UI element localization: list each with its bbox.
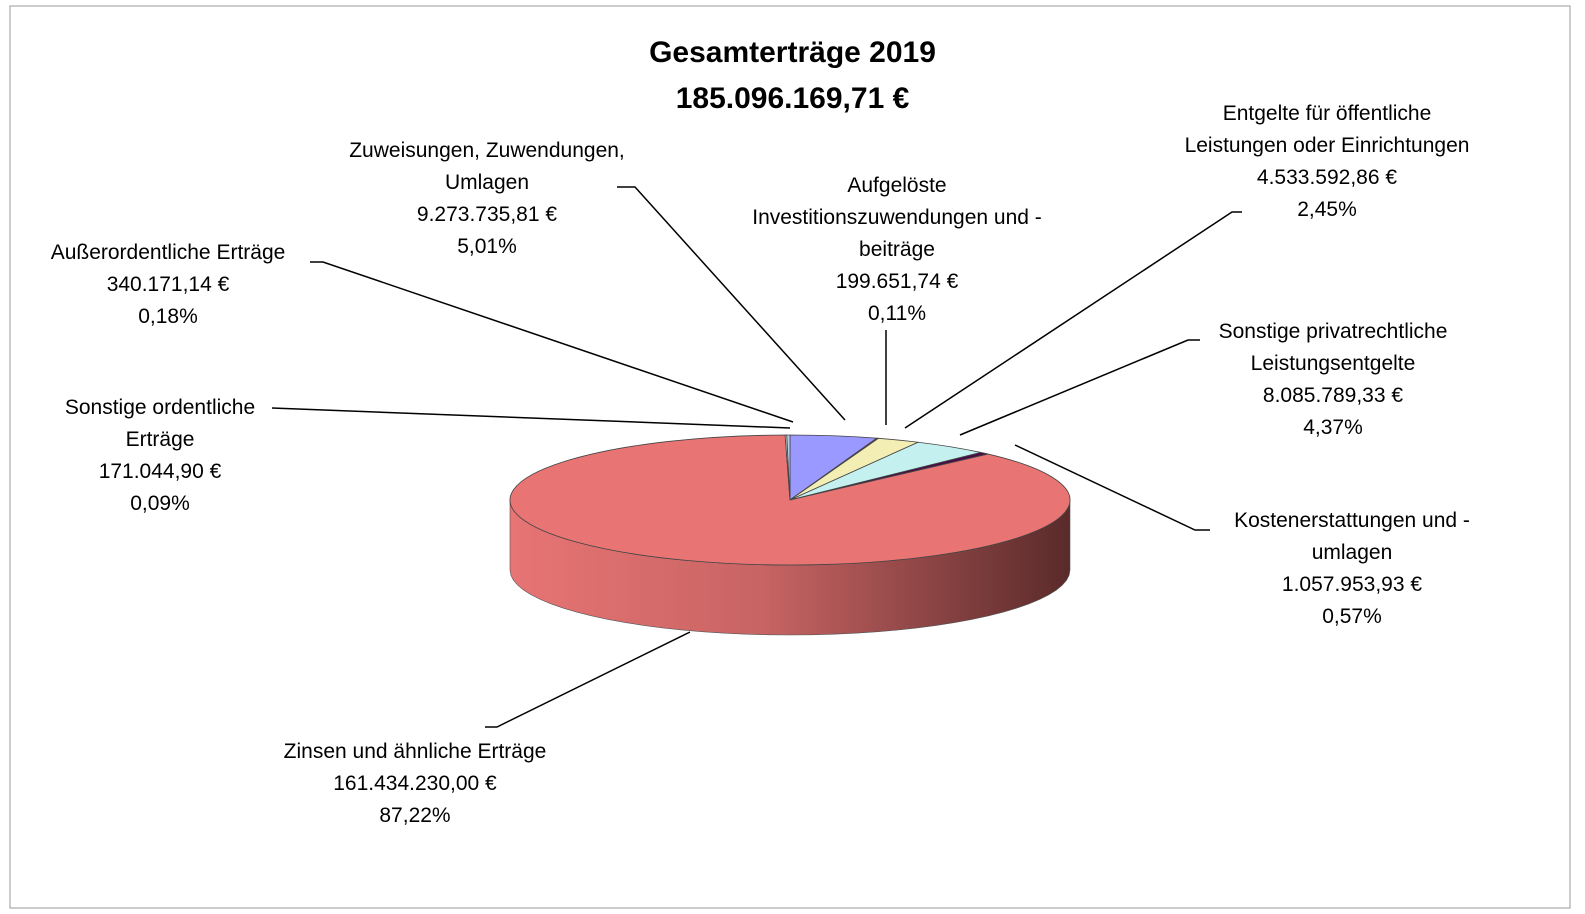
chart-title: Gesamterträge 2019 [649, 36, 936, 69]
leader-line [959, 339, 1200, 436]
leader-line [271, 407, 791, 429]
data-label: Zinsen und ähnliche Erträge 161.434.230,0… [245, 736, 585, 832]
data-label: Außerordentliche Erträge 340.171,14 € 0,18… [13, 237, 323, 333]
category-name: Aufgelöste Investitionszuwendungen und -… [752, 174, 1042, 261]
data-label: Sonstige privatrechtliche Leistungsentge… [1183, 316, 1483, 444]
value-label: 4.533.592,86 € [1256, 166, 1398, 189]
leader-line [310, 261, 794, 423]
leader-line [1014, 444, 1210, 531]
data-label: Zuweisungen, Zuwendungen, Umlagen 9.273.7… [337, 135, 637, 263]
leader-line [485, 631, 691, 728]
percentage-label: 0,57% [1322, 605, 1382, 628]
leader-line [617, 186, 846, 421]
category-name: Kostenerstattungen und -umlagen [1234, 509, 1470, 564]
data-label: Aufgelöste Investitionszuwendungen und -… [747, 170, 1047, 330]
percentage-label: 87,22% [379, 804, 451, 827]
chart-border [9, 5, 1571, 909]
data-label: Entgelte für öffentliche Leistungen oder… [1182, 98, 1472, 226]
data-label: Sonstige ordentliche Erträge 171.044,90 €… [35, 392, 285, 520]
value-label: 199.651,74 € [835, 270, 959, 293]
leader-line [904, 211, 1242, 429]
percentage-label: 0,18% [138, 305, 198, 328]
value-label: 161.434.230,00 € [333, 772, 497, 795]
value-label: 1.057.953,93 € [1281, 573, 1423, 596]
category-name: Zinsen und ähnliche Erträge [283, 740, 547, 763]
value-label: 171.044,90 € [98, 460, 222, 483]
value-label: 340.171,14 € [106, 273, 230, 296]
percentage-label: 0,11% [868, 302, 926, 325]
value-label: 9.273.735,81 € [416, 203, 558, 226]
category-name: Entgelte für öffentliche Leistungen oder… [1184, 102, 1470, 157]
percentage-label: 4,37% [1303, 416, 1363, 439]
slice [786, 434, 791, 501]
data-label: Kostenerstattungen und -umlagen 1.057.953… [1202, 505, 1502, 633]
category-name: Sonstige ordentliche Erträge [64, 396, 256, 451]
category-name: Außerordentliche Erträge [50, 241, 286, 264]
percentage-label: 5,01% [457, 235, 517, 258]
chart-subtitle: 185.096.169,71 € [675, 82, 910, 115]
value-label: 8.085.789,33 € [1262, 384, 1404, 407]
category-name: Sonstige privatrechtliche Leistungsentge… [1218, 320, 1448, 375]
percentage-label: 0,09% [130, 492, 190, 515]
category-name: Zuweisungen, Zuwendungen, Umlagen [349, 139, 625, 194]
percentage-label: 2,45% [1297, 198, 1357, 221]
